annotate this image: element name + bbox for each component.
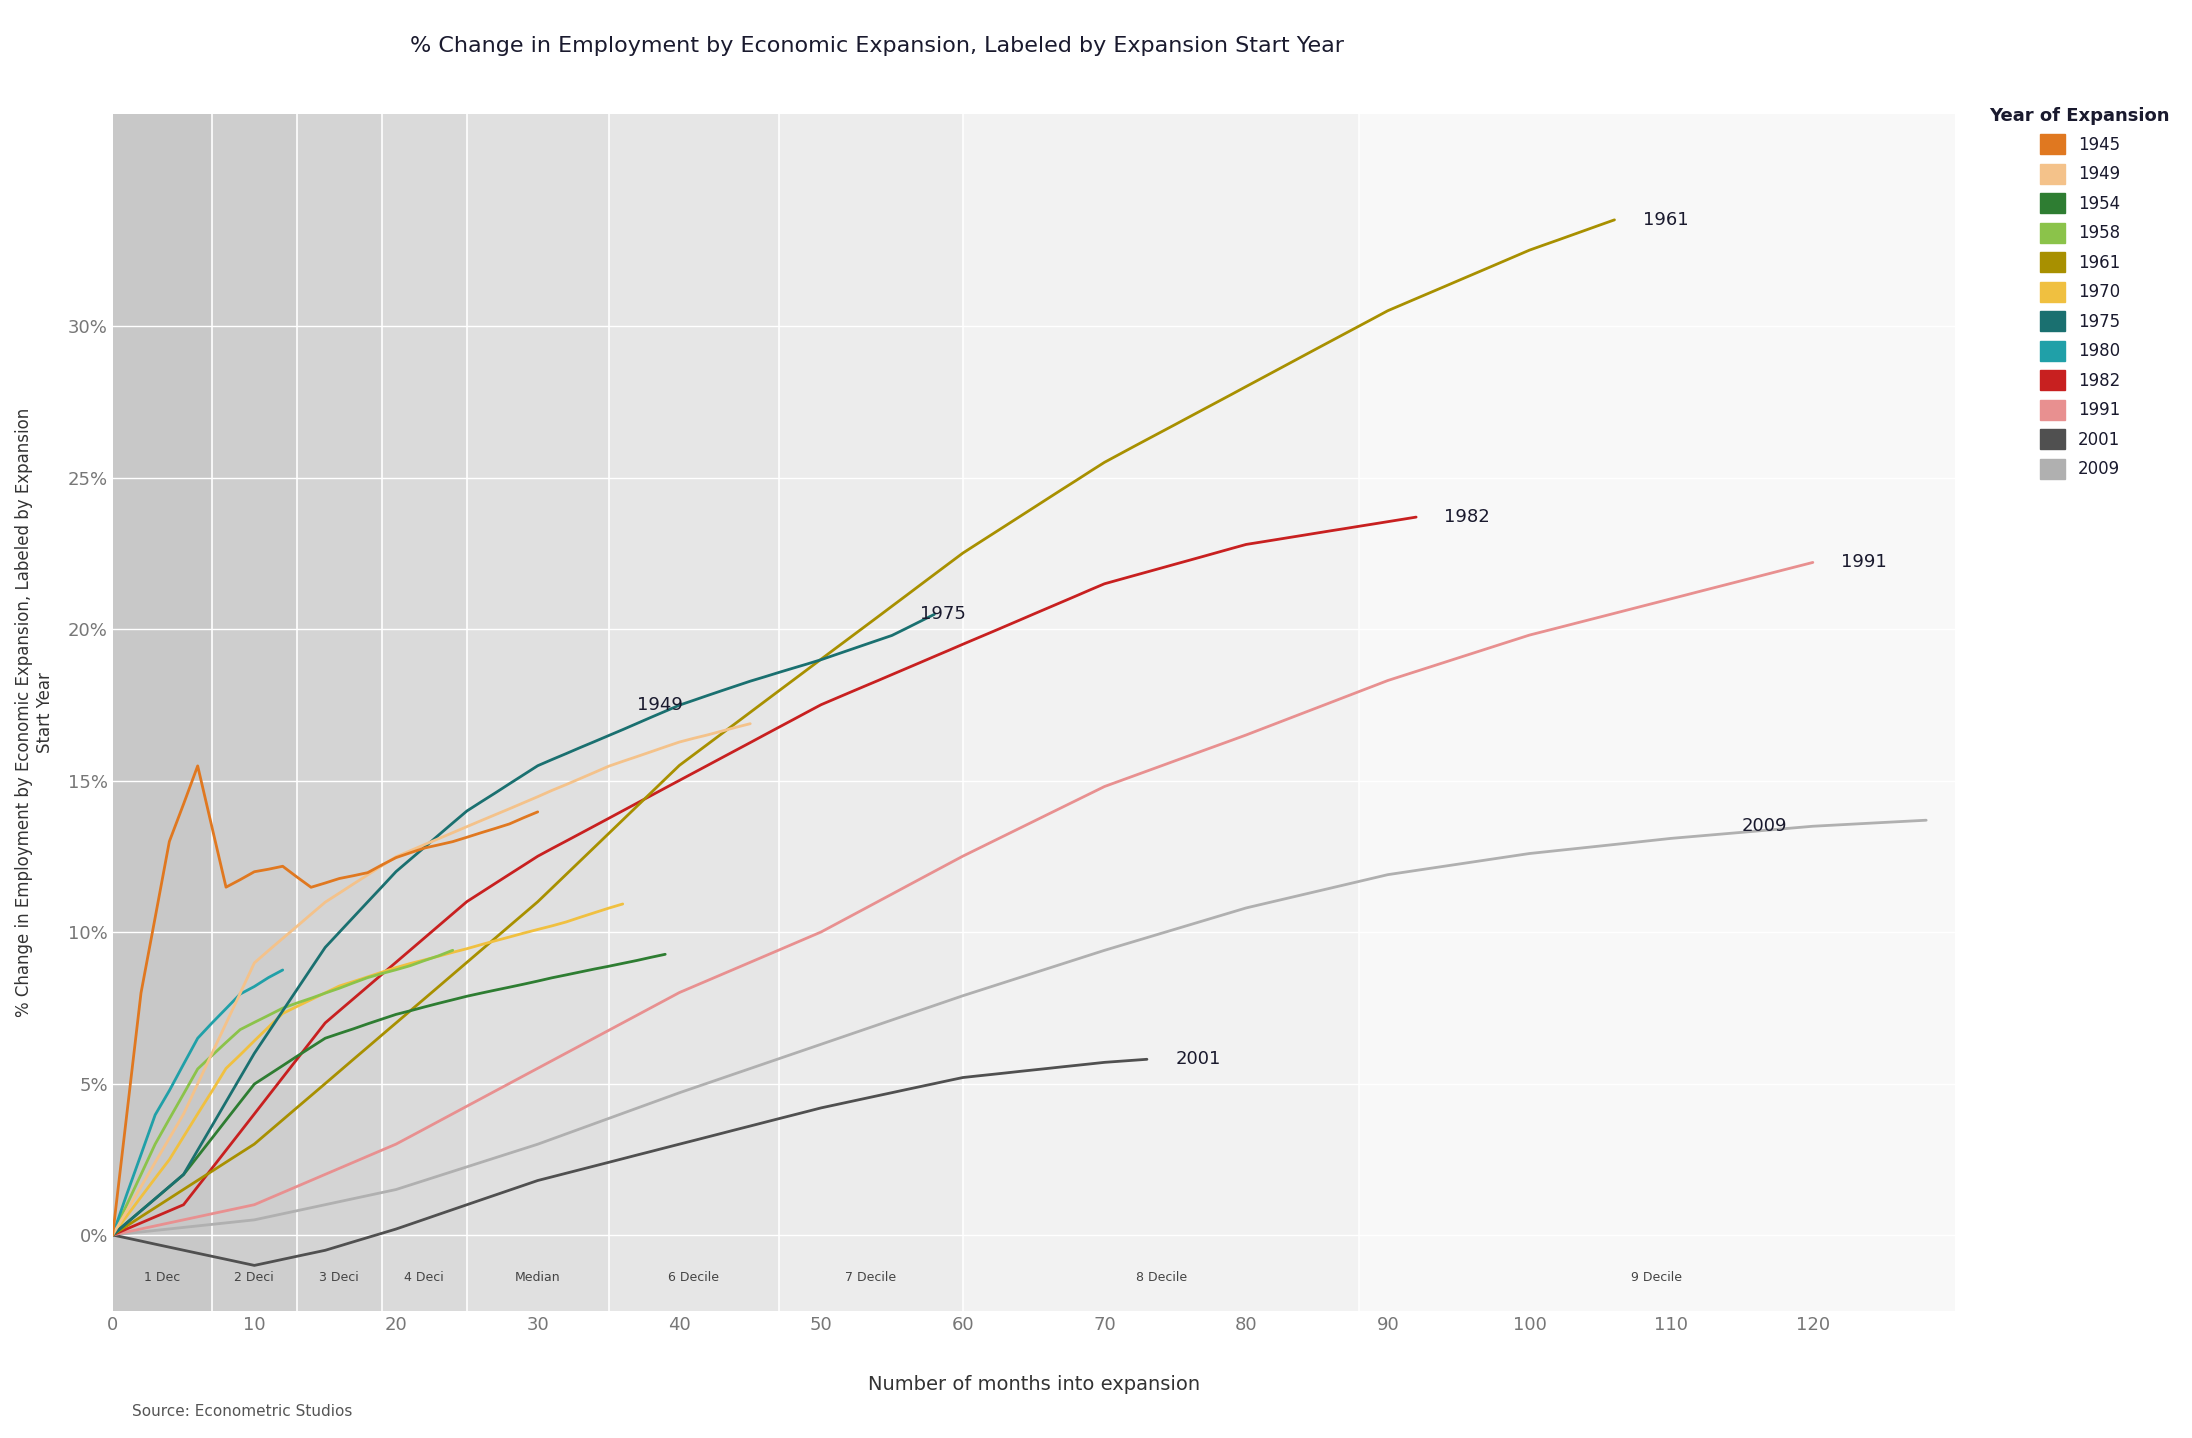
X-axis label: Number of months into expansion: Number of months into expansion [868,1375,1199,1395]
Text: Median: Median [515,1271,561,1284]
Text: 3 Deci: 3 Deci [320,1271,359,1284]
Bar [778,114,962,1310]
Bar [467,114,609,1310]
Text: 1991: 1991 [1841,554,1887,571]
Bar [381,114,467,1310]
Text: 1 Dec: 1 Dec [145,1271,180,1284]
Text: 7 Decile: 7 Decile [846,1271,897,1284]
Text: 9 Decile: 9 Decile [1631,1271,1683,1284]
Bar [962,114,1359,1310]
Bar [1359,114,1955,1310]
Bar [112,114,213,1310]
Text: 6 Decile: 6 Decile [669,1271,719,1284]
Text: Source: Econometric Studios: Source: Econometric Studios [132,1405,353,1419]
Text: 1961: 1961 [1642,211,1688,229]
Text: 2001: 2001 [1175,1050,1221,1068]
Bar [296,114,381,1310]
Text: 4 Deci: 4 Deci [406,1271,445,1284]
Text: % Change in Employment by Economic Expansion, Labeled by Expansion Start Year: % Change in Employment by Economic Expan… [410,36,1344,56]
Text: 2009: 2009 [1743,817,1786,835]
Text: 8 Decile: 8 Decile [1135,1271,1186,1284]
Bar [609,114,778,1310]
Text: 1982: 1982 [1445,508,1491,526]
Text: 1949: 1949 [638,696,682,713]
Text: 2 Deci: 2 Deci [235,1271,274,1284]
Y-axis label: % Change in Employment by Economic Expansion, Labeled by Expansion
Start Year: % Change in Employment by Economic Expan… [15,408,55,1017]
Bar [213,114,296,1310]
Text: 1975: 1975 [921,605,967,623]
Legend: 1945, 1949, 1954, 1958, 1961, 1970, 1975, 1980, 1982, 1991, 2001, 2009: 1945, 1949, 1954, 1958, 1961, 1970, 1975… [1982,99,2179,487]
